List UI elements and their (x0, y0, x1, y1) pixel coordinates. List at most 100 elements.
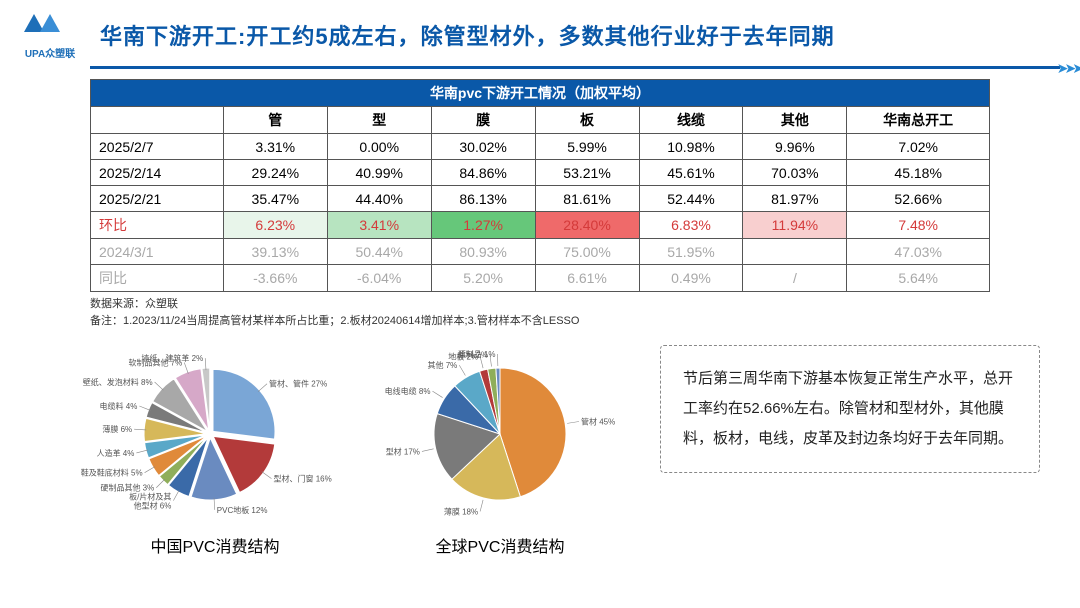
header: UPA众塑联 华南下游开工:开工约5成左右，除管型材外，多数其他行业好于去年同期 (0, 0, 1080, 60)
row-label: 环比 (91, 212, 224, 239)
table-cell: 84.86% (431, 160, 535, 186)
table-cell: 10.98% (639, 134, 743, 160)
column-header: 其他 (743, 107, 847, 134)
table-cell: 75.00% (535, 239, 639, 265)
table-row: 2024/3/139.13%50.44%80.93%75.00%51.95% 47… (91, 239, 990, 265)
table-row: 同比-3.66%-6.04%5.20%6.61%0.49%/5.64% (91, 265, 990, 292)
table-title-cell: 华南pvc下游开工情况（加权平均） (91, 80, 990, 107)
table-cell: 52.44% (639, 186, 743, 212)
column-header: 华南总开工 (847, 107, 990, 134)
pie-label: 壁纸、发泡材料 8% (83, 377, 153, 387)
column-header: 板 (535, 107, 639, 134)
table-cell: 70.03% (743, 160, 847, 186)
table-title-row: 华南pvc下游开工情况（加权平均） (91, 80, 990, 107)
table-cell: 47.03% (847, 239, 990, 265)
pie-label: 电线电缆 8% (385, 386, 431, 396)
table-cell: / (743, 265, 847, 292)
table-cell: 6.61% (535, 265, 639, 292)
lower-section: 管材、管件 27% 型材、门窗 16% PVC地板 12% 板/片材及其他型材 6%硬… (80, 339, 1040, 557)
pie-slice (213, 369, 275, 439)
column-header: 管 (223, 107, 327, 134)
row-label: 2024/3/1 (91, 239, 224, 265)
pie-label: 薄膜 18% (444, 506, 478, 516)
table-notes: 数据来源：众塑联 备注：1.2023/11/24当周提高管材某样本所占比重；2.… (90, 296, 990, 329)
table-cell: 5.64% (847, 265, 990, 292)
logo-mark-icon (20, 10, 64, 38)
pie-label: PVC地板 12% (217, 505, 268, 515)
table-cell: 5.20% (431, 265, 535, 292)
table-cell: 45.61% (639, 160, 743, 186)
pie-label: 板/片材及其他型材 6% (129, 492, 171, 511)
pie-label: 薄膜 6% (102, 424, 132, 434)
table-cell: 35.47% (223, 186, 327, 212)
commentary-box: 节后第三周华南下游基本恢复正常生产水平，总开工率约在52.66%左右。除管材和型… (660, 345, 1040, 473)
pie-label: 鞋及鞋底材料 5% (81, 468, 143, 478)
table-cell: 5.99% (535, 134, 639, 160)
pie-label: 型材 17% (386, 446, 420, 456)
data-table-section: 华南pvc下游开工情况（加权平均） 管型膜板线缆其他华南总开工 2025/2/7… (90, 79, 990, 329)
table-row: 2025/2/73.31%0.00%30.02%5.99%10.98%9.96%… (91, 134, 990, 160)
table-cell: 51.95% (639, 239, 743, 265)
row-label: 同比 (91, 265, 224, 292)
table-cell: 9.96% (743, 134, 847, 160)
column-header: 线缆 (639, 107, 743, 134)
table-cell: 29.24% (223, 160, 327, 186)
pie-china-block: 管材、管件 27% 型材、门窗 16% PVC地板 12% 板/片材及其他型材 6%硬… (80, 339, 350, 557)
pie-label: 硬制品其他 3% (100, 483, 154, 493)
pie-label: 型材、门窗 16% (273, 474, 331, 484)
table-cell: 80.93% (431, 239, 535, 265)
table-cell: 1.27% (431, 212, 535, 239)
table-cell (743, 239, 847, 265)
row-label: 2025/2/7 (91, 134, 224, 160)
pie-china-chart: 管材、管件 27% 型材、门窗 16% PVC地板 12% 板/片材及其他型材 6%硬… (80, 339, 350, 529)
table-cell: -6.04% (327, 265, 431, 292)
pie-label: 墙纸、建筑革 2% (141, 353, 203, 363)
brand-logo: UPA众塑联 (20, 10, 80, 60)
table-column-header-row: 管型膜板线缆其他华南总开工 (91, 107, 990, 134)
table-cell: -3.66% (223, 265, 327, 292)
table-row: 2025/2/1429.24%40.99%84.86%53.21%45.61%7… (91, 160, 990, 186)
arrow-decoration-icon: ➤➤➤ (1057, 60, 1080, 77)
table-body: 2025/2/73.31%0.00%30.02%5.99%10.98%9.96%… (91, 134, 990, 292)
pie-label: 其他 7% (427, 360, 457, 370)
table-cell: 3.31% (223, 134, 327, 160)
pie-global-chart: 管材 45%薄膜 18%型材 17%电线电缆 8%其他 7%地板 2%涂料 2%… (360, 339, 640, 529)
page-title: 华南下游开工:开工约5成左右，除管型材外，多数其他行业好于去年同期 (100, 19, 835, 51)
table-cell: 86.13% (431, 186, 535, 212)
pie-label: 人造革 4% (97, 448, 135, 458)
table-row: 2025/2/2135.47%44.40%86.13%81.61%52.44%8… (91, 186, 990, 212)
title-underline: ➤➤➤ (90, 66, 1060, 69)
table-cell: 40.99% (327, 160, 431, 186)
table-cell: 53.21% (535, 160, 639, 186)
pie-label: 瓶制品 1% (458, 349, 496, 359)
table-cell: 52.66% (847, 186, 990, 212)
table-cell: 7.02% (847, 134, 990, 160)
pie-global-block: 管材 45%薄膜 18%型材 17%电线电缆 8%其他 7%地板 2%涂料 2%… (360, 339, 640, 557)
row-label: 2025/2/21 (91, 186, 224, 212)
table-cell: 45.18% (847, 160, 990, 186)
pie-label: 电缆料 4% (100, 401, 138, 411)
table-cell: 3.41% (327, 212, 431, 239)
table-cell: 81.97% (743, 186, 847, 212)
pie-global-title: 全球PVC消费结构 (360, 533, 640, 557)
table-cell: 7.48% (847, 212, 990, 239)
table-row: 环比6.23%3.41%1.27%28.40%6.83%11.94%7.48% (91, 212, 990, 239)
table-cell: 11.94% (743, 212, 847, 239)
table-cell: 6.23% (223, 212, 327, 239)
logo-text: UPA众塑联 (20, 45, 80, 60)
table-cell: 30.02% (431, 134, 535, 160)
table-cell: 28.40% (535, 212, 639, 239)
pie-label: 管材、管件 27% (269, 379, 327, 389)
notes-source: 数据来源：众塑联 (90, 296, 990, 313)
table-cell: 39.13% (223, 239, 327, 265)
column-header: 型 (327, 107, 431, 134)
table-cell: 50.44% (327, 239, 431, 265)
row-label: 2025/2/14 (91, 160, 224, 186)
pie-china-title: 中国PVC消费结构 (80, 533, 350, 557)
table-cell: 0.00% (327, 134, 431, 160)
table-cell: 6.83% (639, 212, 743, 239)
table-cell: 0.49% (639, 265, 743, 292)
operating-rate-table: 华南pvc下游开工情况（加权平均） 管型膜板线缆其他华南总开工 2025/2/7… (90, 79, 990, 292)
notes-remark: 备注：1.2023/11/24当周提高管材某样本所占比重；2.板材2024061… (90, 313, 990, 330)
column-header: 膜 (431, 107, 535, 134)
